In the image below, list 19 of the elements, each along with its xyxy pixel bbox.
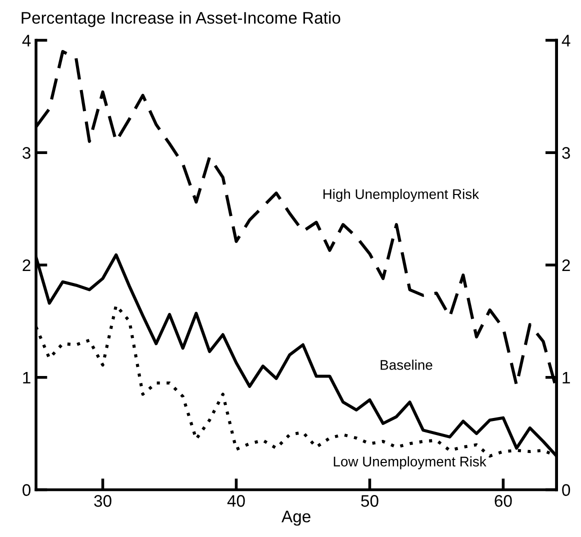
x-axis-title: Age xyxy=(282,510,310,526)
y2-tick-label: 2 xyxy=(562,259,570,272)
x-tick-label: 50 xyxy=(361,495,378,507)
y-tick-label: 3 xyxy=(22,147,30,159)
x-tick-label: 40 xyxy=(227,495,245,507)
series-label: High Unemployment Risk xyxy=(323,188,480,202)
y-tick-label: 1 xyxy=(23,372,30,384)
x-tick-label: 30 xyxy=(94,495,112,507)
y-tick-label: 2 xyxy=(22,259,30,272)
chart-title: Percentage Increase in Asset-Income Ratio xyxy=(22,12,340,28)
y2-tick-label: 3 xyxy=(562,147,570,159)
series-label: Low Unemployment Risk xyxy=(334,456,486,470)
y-tick-label: 0 xyxy=(22,484,31,496)
x-tick-label: 60 xyxy=(494,495,512,507)
text: Baseline xyxy=(380,360,432,370)
y2-tick-label: 1 xyxy=(562,372,570,384)
y-tick-label: 4 xyxy=(22,34,31,46)
y2-tick-label: 4 xyxy=(562,34,570,46)
y2-tick-label: 0 xyxy=(562,484,570,496)
